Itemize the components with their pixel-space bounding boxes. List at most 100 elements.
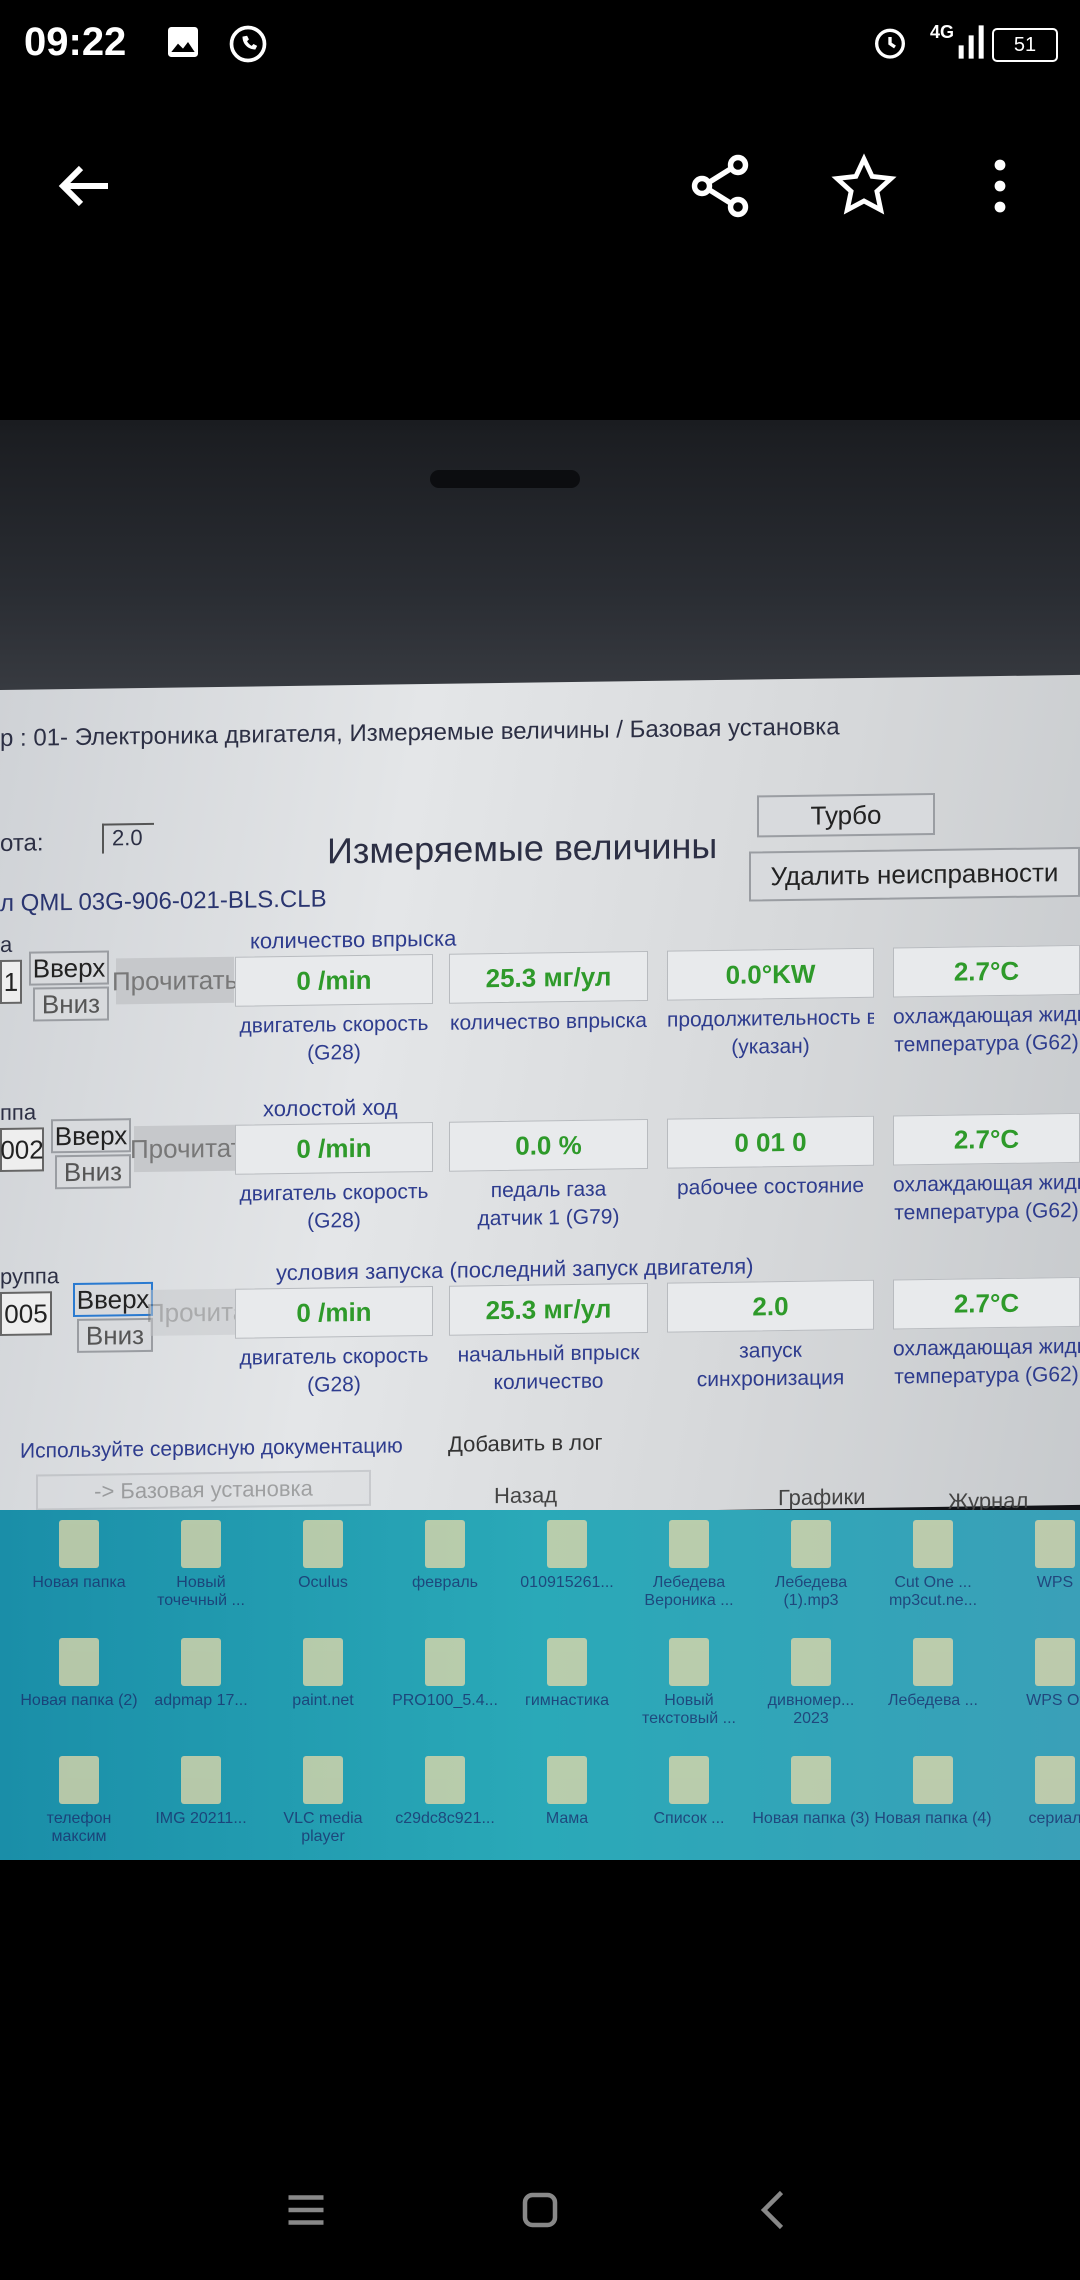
basic-setting-button[interactable]: -> Базовая установка: [36, 1469, 371, 1511]
value-field: 0 /min: [235, 1285, 433, 1339]
group-number-field[interactable]: 002: [0, 1127, 44, 1172]
desktop-icon[interactable]: WPS Of: [996, 1638, 1080, 1756]
file-icon: [303, 1756, 343, 1804]
desktop-icon-label: paint.net: [292, 1692, 354, 1709]
desktop-icon[interactable]: Лебедева ...: [874, 1638, 992, 1756]
value-field: 2.7°C: [893, 1112, 1080, 1166]
value-field: 0.0°KW: [667, 947, 874, 1001]
share-icon[interactable]: [684, 150, 756, 222]
desktop-icon-label: Oculus: [298, 1574, 348, 1591]
value-label: (указан): [731, 1034, 810, 1059]
desktop-icon[interactable]: дивномер... 2023: [752, 1638, 870, 1756]
desktop-icon-label: Лебедева (1).mp3: [774, 1574, 848, 1609]
file-icon: [913, 1638, 953, 1686]
desktop-icon[interactable]: Новая папка (3): [752, 1756, 870, 1860]
value-label: количество впрыска: [450, 1008, 647, 1035]
desktop-icon[interactable]: Список ...: [630, 1756, 748, 1860]
file-icon: [425, 1756, 465, 1804]
graphs-button[interactable]: Графики: [778, 1483, 866, 1511]
value-label: (G28): [307, 1040, 361, 1065]
desktop-icon[interactable]: Новая папка: [20, 1520, 138, 1638]
file-icon: [59, 1520, 99, 1568]
desktop-icon-label: PRO100_5.4...: [392, 1692, 498, 1709]
desktop-icon-label: Мама: [545, 1810, 589, 1827]
signal-icon: [958, 25, 984, 59]
desktop: Новая папка Новый точечный ... Oculus февра…: [0, 1510, 1080, 1860]
value-label: датчик 1 (G79): [477, 1205, 620, 1231]
desktop-icon[interactable]: Лебедева (1).mp3: [752, 1520, 870, 1638]
clock: 09:22: [24, 20, 127, 64]
file-icon: [1035, 1756, 1075, 1804]
desktop-icon[interactable]: 010915261...: [508, 1520, 626, 1638]
file-icon: [181, 1638, 221, 1686]
value-label: количество: [493, 1369, 604, 1395]
up-button[interactable]: Вверх: [51, 1118, 131, 1154]
desktop-icon[interactable]: Новая папка (4): [874, 1756, 992, 1860]
clear-faults-button[interactable]: Удалить неисправности: [749, 846, 1080, 902]
qml-label: л QML 03G-906-021-BLS.CLB: [0, 885, 327, 917]
desktop-icon[interactable]: Cut One ... mp3cut.ne...: [874, 1520, 992, 1638]
turbo-button[interactable]: Турбо: [757, 792, 935, 838]
desktop-icon[interactable]: телефон максим: [20, 1756, 138, 1860]
file-icon: [425, 1520, 465, 1568]
group-label: руппа: [0, 1263, 60, 1289]
file-icon: [303, 1638, 343, 1686]
desktop-icon[interactable]: PRO100_5.4...: [386, 1638, 504, 1756]
group-number-field[interactable]: 005: [0, 1291, 52, 1336]
battery-level: 51: [1013, 33, 1037, 56]
file-icon: [181, 1756, 221, 1804]
value-field: 2.7°C: [893, 1276, 1080, 1330]
desktop-icon-label: WPS: [1036, 1574, 1074, 1591]
desktop-icon[interactable]: гимнастика: [508, 1638, 626, 1756]
desktop-icon[interactable]: WPS: [996, 1520, 1080, 1638]
file-icon: [669, 1638, 709, 1686]
desktop-icon-label: гимнастика: [524, 1692, 610, 1709]
file-icon: [913, 1756, 953, 1804]
desktop-icon[interactable]: Мама: [508, 1756, 626, 1860]
desktop-icon[interactable]: Новый текстовый ...: [630, 1638, 748, 1756]
home-icon[interactable]: [510, 2180, 570, 2240]
down-button[interactable]: Вниз: [33, 986, 109, 1022]
star-icon[interactable]: [828, 150, 900, 222]
value-label: двигатель скорость: [239, 1180, 429, 1206]
group-number-field[interactable]: 1: [0, 959, 22, 1004]
up-button[interactable]: Вверх: [29, 950, 109, 986]
add-to-log-button[interactable]: Добавить в лог: [448, 1429, 603, 1457]
desktop-icon-label: Новая папка (4): [874, 1810, 992, 1827]
value-label: температура (G62): [894, 1362, 1079, 1389]
group-name: условия запуска (последний запуск двигат…: [276, 1253, 754, 1286]
version-field[interactable]: 2.0: [102, 822, 154, 854]
down-button[interactable]: Вниз: [55, 1154, 131, 1190]
desktop-icon[interactable]: IMG 20211...: [142, 1756, 260, 1860]
recent-apps-icon[interactable]: [276, 2180, 336, 2240]
value-label: охлаждающая жидк: [893, 1002, 1080, 1029]
down-button[interactable]: Вниз: [77, 1317, 153, 1353]
back-button[interactable]: Назад: [494, 1482, 558, 1509]
file-icon: [669, 1756, 709, 1804]
desktop-icon[interactable]: Лебедева Вероника ...: [630, 1520, 748, 1638]
back-arrow-icon[interactable]: [48, 150, 120, 222]
desktop-icon[interactable]: VLC media player: [264, 1756, 382, 1860]
desktop-icon-label: февраль: [411, 1574, 479, 1591]
file-icon: [59, 1638, 99, 1686]
desktop-icon[interactable]: февраль: [386, 1520, 504, 1638]
value-label: охлаждающая жидко: [893, 1334, 1080, 1361]
desktop-icon[interactable]: сериал: [996, 1756, 1080, 1860]
file-icon: [791, 1756, 831, 1804]
desktop-icon[interactable]: adpmap 17...: [142, 1638, 260, 1756]
desktop-icon[interactable]: Новый точечный ...: [142, 1520, 260, 1638]
desktop-icon[interactable]: Oculus: [264, 1520, 382, 1638]
value-label: запуск: [739, 1338, 802, 1363]
desktop-icon[interactable]: c29dc8c921...: [386, 1756, 504, 1860]
back-icon[interactable]: [744, 2180, 804, 2240]
desktop-icon-label: телефон максим: [46, 1810, 112, 1845]
more-vert-icon[interactable]: [964, 150, 1036, 222]
desktop-icon[interactable]: paint.net: [264, 1638, 382, 1756]
version-label: ота:: [0, 829, 44, 857]
desktop-icon-label: Новая папка: [32, 1574, 126, 1591]
read-button[interactable]: Прочитать: [112, 956, 238, 1005]
file-icon: [181, 1520, 221, 1568]
file-icon: [547, 1638, 587, 1686]
desktop-icon[interactable]: Новая папка (2): [20, 1638, 138, 1756]
up-button[interactable]: Вверх: [73, 1281, 153, 1317]
